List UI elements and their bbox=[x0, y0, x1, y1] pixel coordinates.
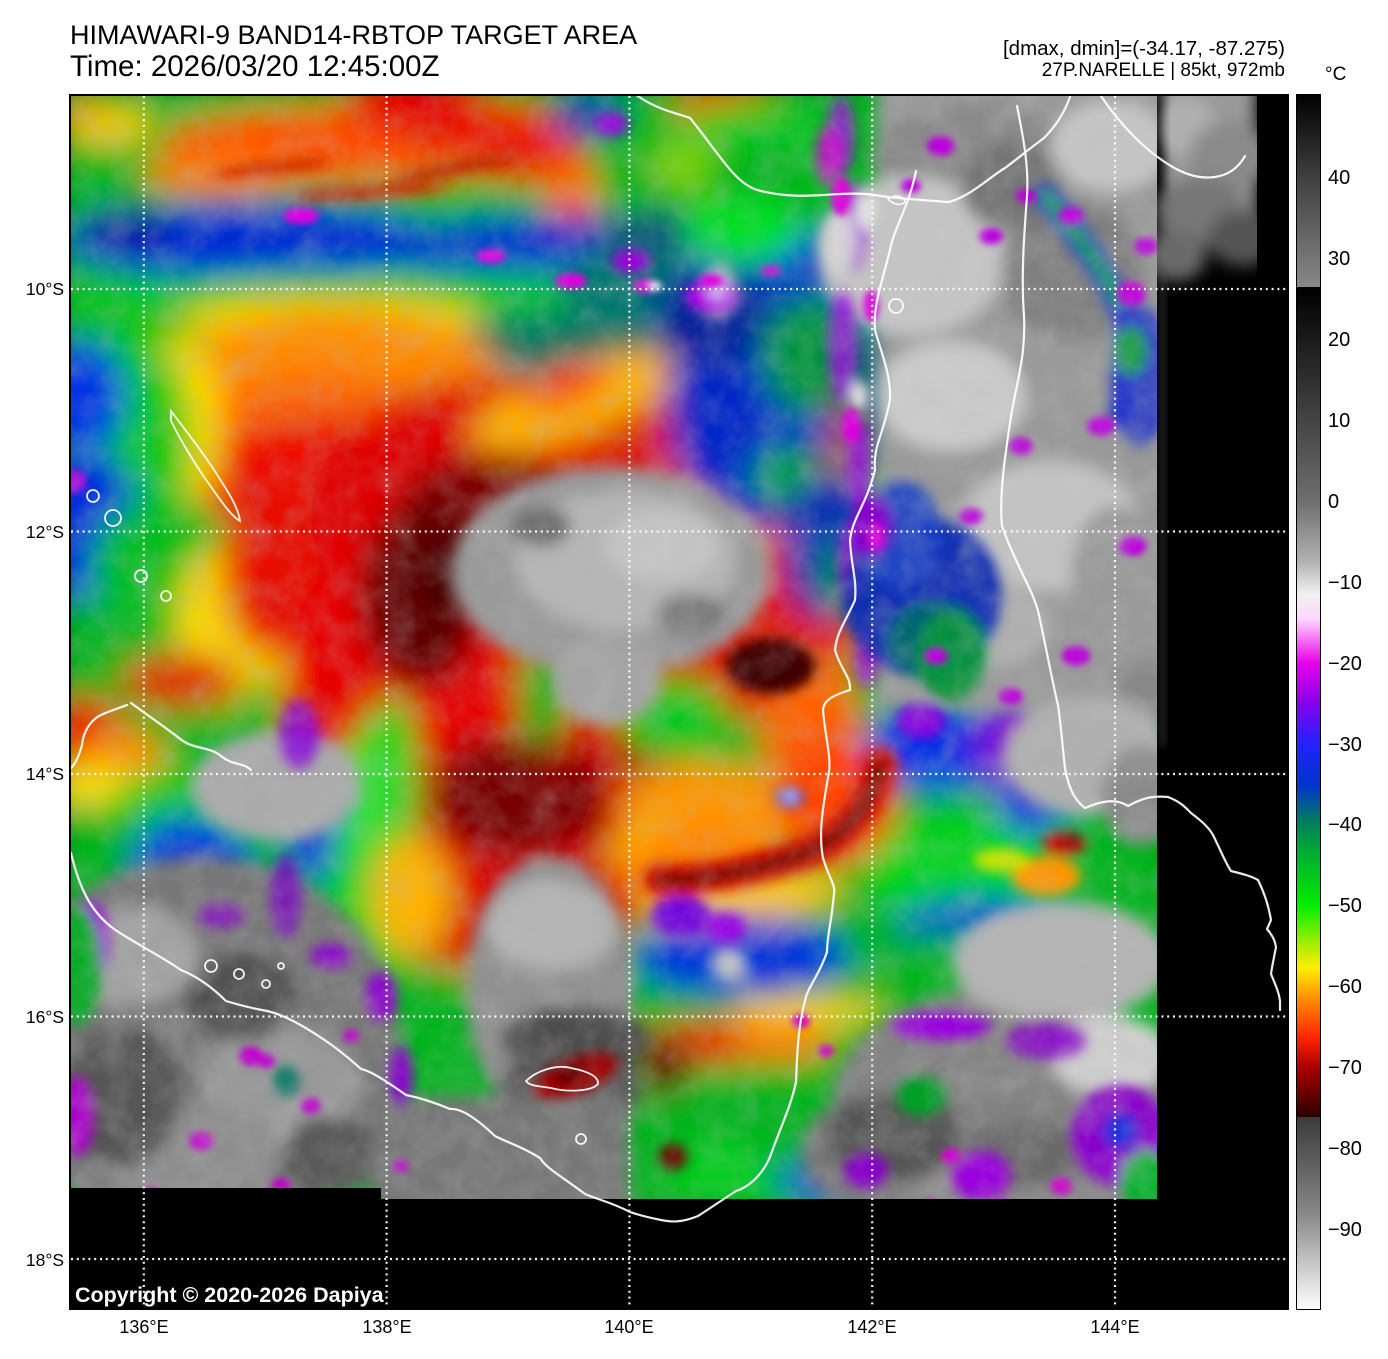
svg-text:Copyright © 2020-2026 Dapiya: Copyright © 2020-2026 Dapiya bbox=[75, 1283, 385, 1307]
